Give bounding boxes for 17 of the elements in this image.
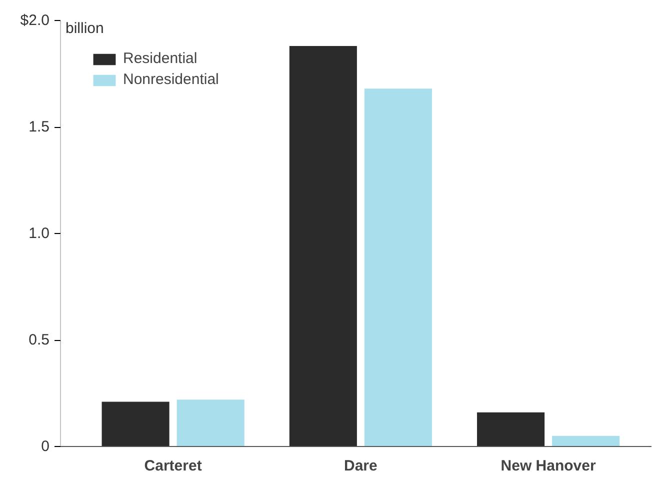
- y-tick-label: 0: [41, 438, 50, 455]
- bar: [364, 88, 432, 446]
- legend-label: Residential: [123, 50, 198, 67]
- bar: [289, 46, 357, 446]
- legend-label: Nonresidential: [123, 71, 219, 88]
- bar: [477, 412, 545, 446]
- y-tick-label: 1.0: [28, 225, 50, 242]
- y-tick-label: 0.5: [28, 332, 50, 348]
- y-tick-label: 1.5: [28, 118, 50, 136]
- x-tick-label: Carteret: [144, 458, 202, 474]
- y-tick-label: $2.0: [20, 12, 50, 29]
- bar: [552, 436, 620, 446]
- bar: [102, 402, 170, 446]
- x-tick-label: New Hanover: [500, 458, 596, 474]
- bar: [176, 400, 244, 446]
- annotation: billion: [66, 20, 104, 37]
- x-tick-label: Dare: [344, 458, 378, 474]
